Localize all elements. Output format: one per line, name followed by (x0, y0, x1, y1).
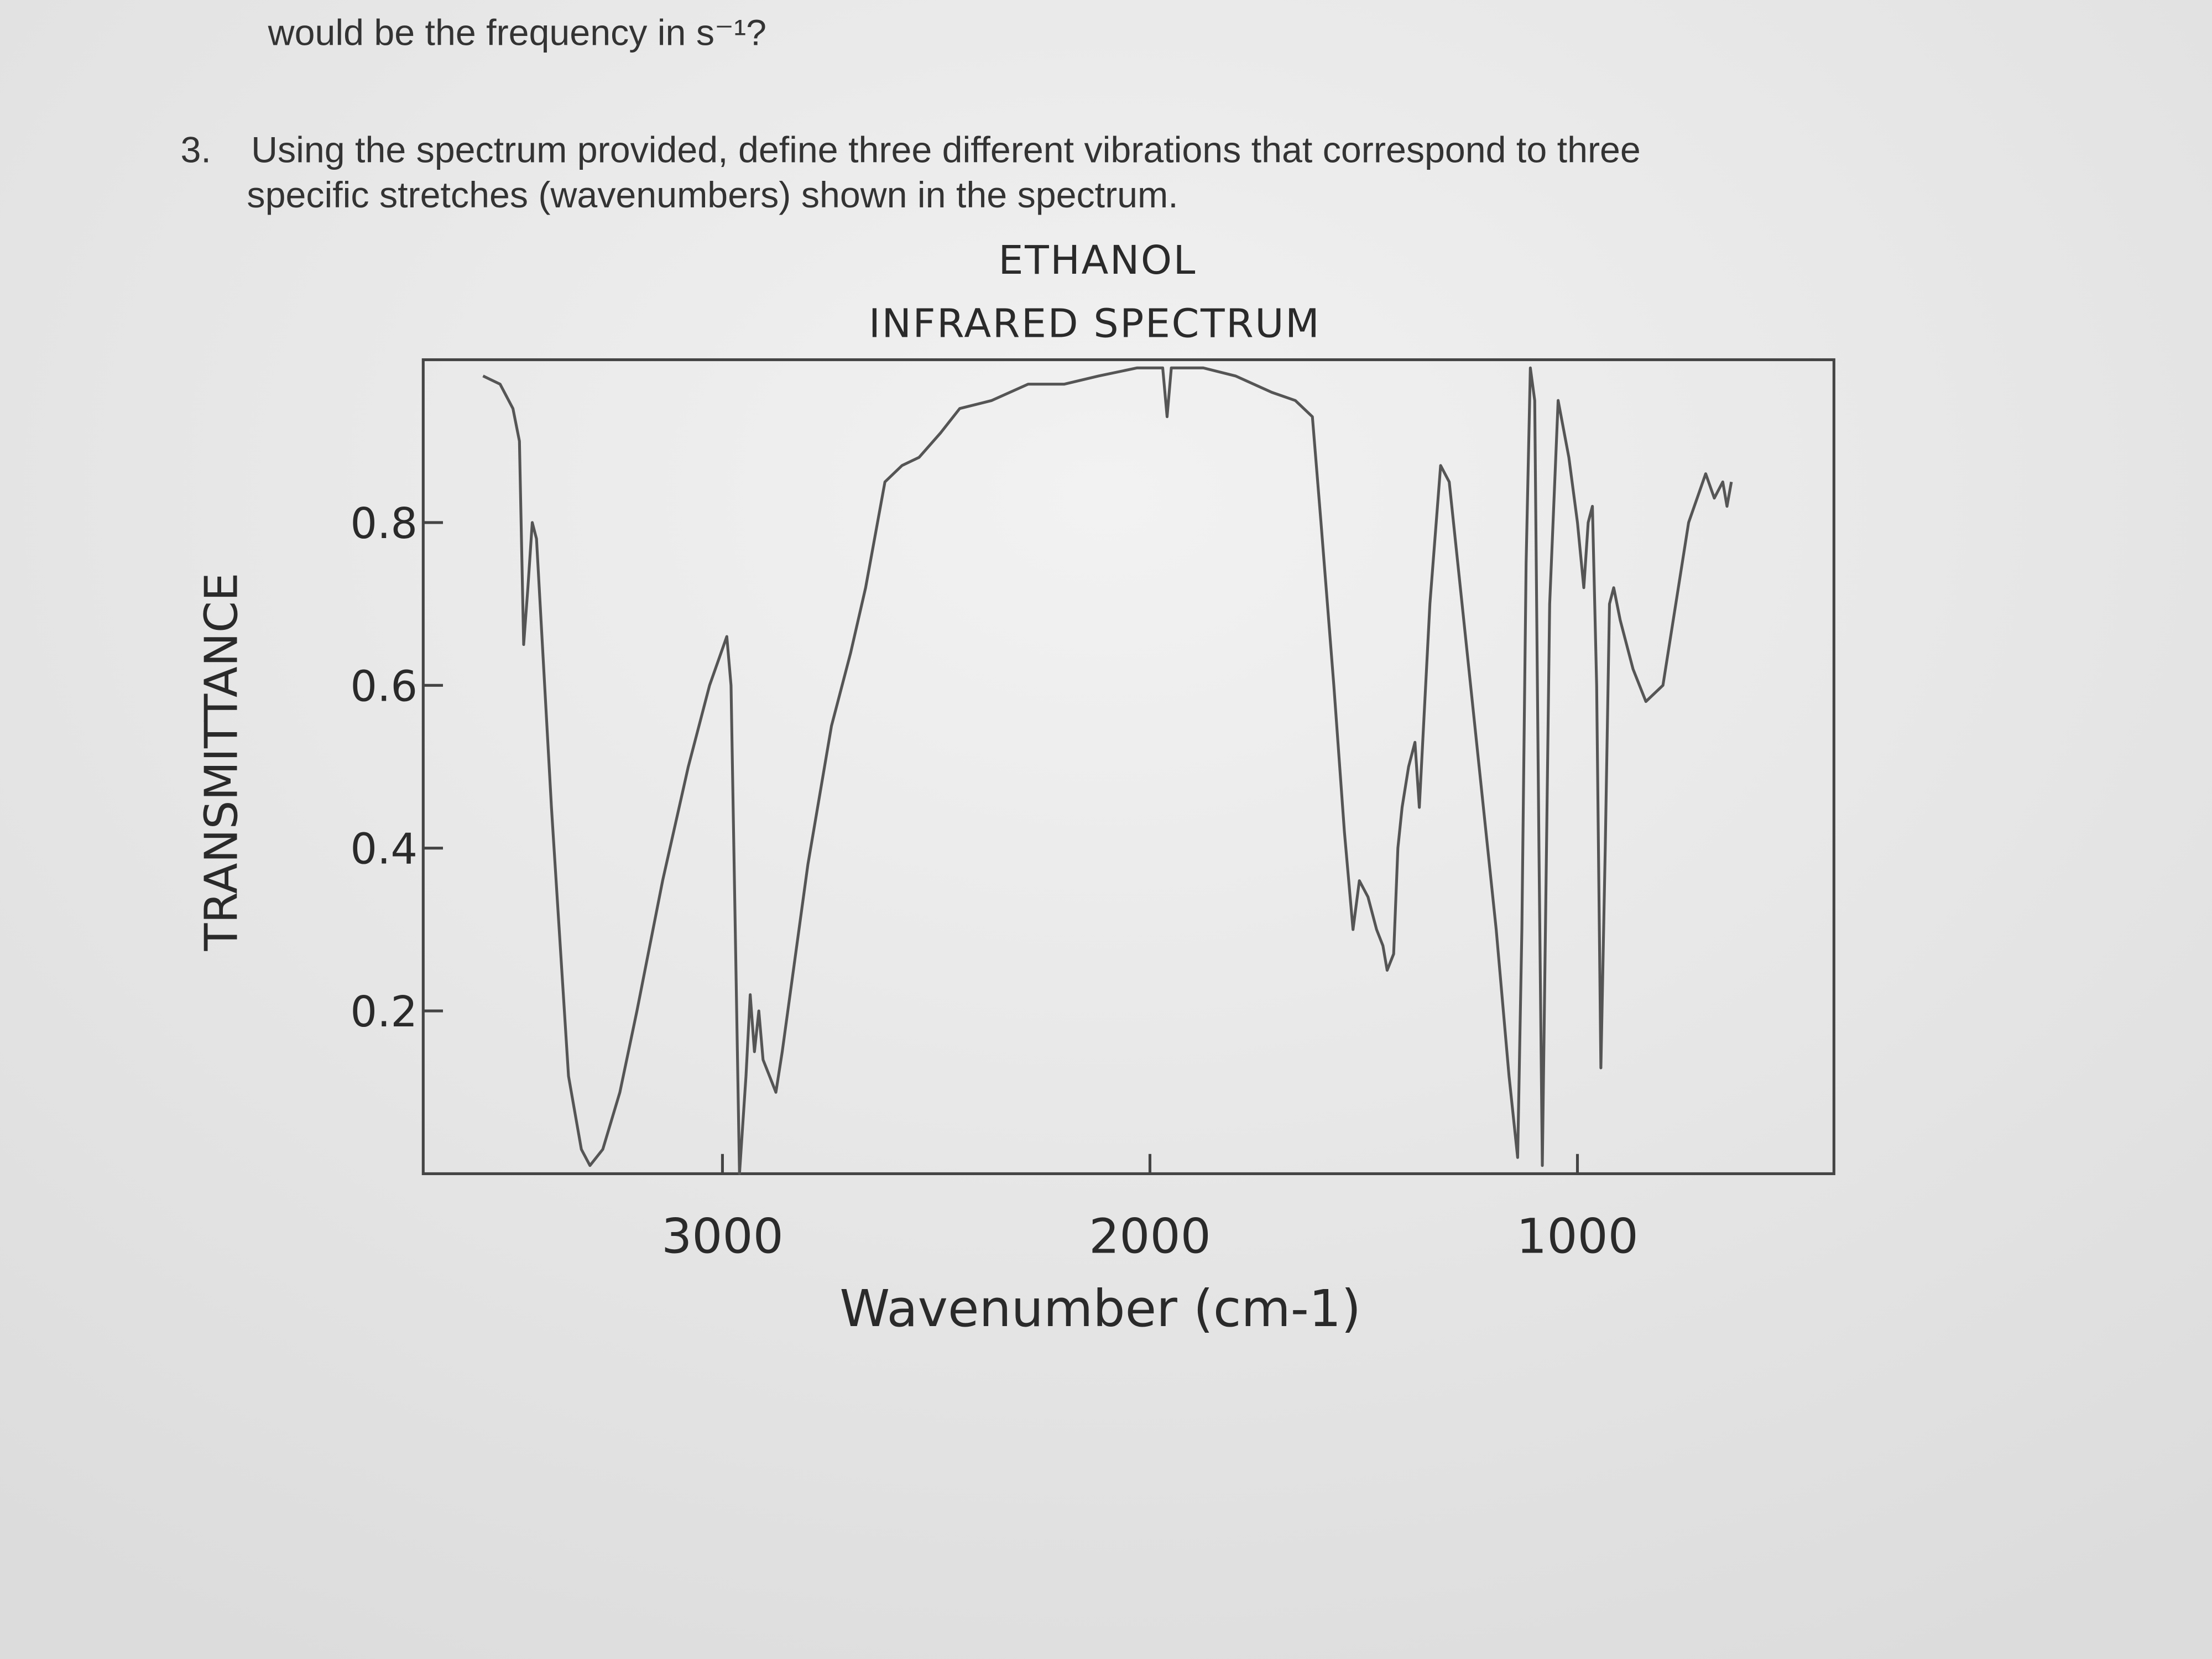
y-tick-label: 0.4 (350, 825, 418, 874)
x-tick-label: 2000 (1089, 1208, 1211, 1264)
chart: ETHANOL INFRARED SPECTRUM Wavenumber (cm-1… (196, 237, 1835, 1338)
y-tick-label: 0.2 (350, 988, 418, 1037)
x-tick-label: 3000 (661, 1208, 784, 1264)
chart-title: ETHANOL (998, 237, 1197, 283)
spectrum-line (482, 366, 1733, 1175)
question-number: 3. (181, 129, 211, 170)
y-tick-label: 0.8 (350, 499, 418, 549)
x-tick-label: 1000 (1516, 1208, 1639, 1264)
plot-frame (421, 358, 1835, 1175)
question-line: Using the spectrum provided, define thre… (251, 129, 1641, 170)
y-tick-label: 0.6 (350, 662, 418, 711)
y-axis-label: TRANSMITTANCE (196, 573, 248, 952)
previous-question: would be the frequency in s⁻¹? (268, 13, 766, 54)
x-axis-label: Wavenumber (cm-1) (839, 1279, 1361, 1338)
chart-subtitle: INFRARED SPECTRUM (869, 301, 1321, 347)
question-line: specific stretches (wavenumbers) shown i… (247, 175, 1178, 216)
